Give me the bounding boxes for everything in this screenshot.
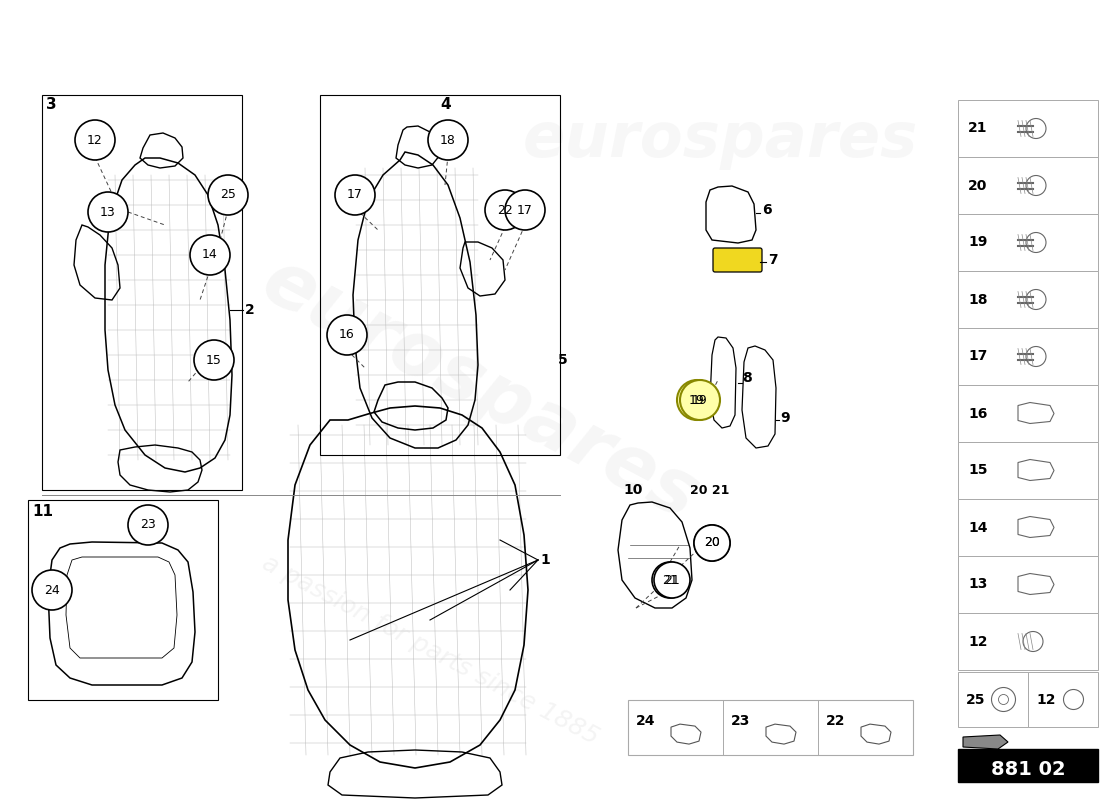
- Text: 14: 14: [202, 249, 218, 262]
- Circle shape: [194, 340, 234, 380]
- Bar: [958, 749, 1098, 782]
- Circle shape: [680, 380, 720, 420]
- Text: 21: 21: [664, 574, 680, 586]
- Text: 18: 18: [440, 134, 455, 146]
- Text: 13: 13: [968, 578, 988, 591]
- Circle shape: [32, 570, 72, 610]
- Text: 7: 7: [768, 253, 778, 267]
- Circle shape: [128, 505, 168, 545]
- Circle shape: [694, 525, 730, 561]
- Bar: [958, 613, 1098, 670]
- Circle shape: [327, 315, 367, 355]
- Circle shape: [336, 175, 375, 215]
- Text: 19: 19: [692, 394, 708, 406]
- Text: eurospares: eurospares: [250, 244, 711, 536]
- Circle shape: [75, 120, 116, 160]
- Text: 21: 21: [662, 574, 678, 586]
- Text: 19: 19: [689, 394, 705, 406]
- Bar: [958, 157, 1098, 214]
- Circle shape: [208, 175, 248, 215]
- Bar: [958, 672, 1028, 727]
- Text: 22: 22: [826, 714, 846, 728]
- Text: 25: 25: [220, 189, 235, 202]
- Text: 15: 15: [968, 463, 988, 478]
- Bar: [958, 100, 1098, 157]
- Text: 9: 9: [780, 411, 790, 425]
- Text: 8: 8: [742, 371, 751, 385]
- Polygon shape: [962, 735, 1008, 749]
- Text: 24: 24: [44, 583, 59, 597]
- Bar: [958, 328, 1098, 385]
- Text: 10: 10: [623, 483, 642, 497]
- Text: 20 21: 20 21: [690, 483, 729, 497]
- Bar: [958, 442, 1098, 499]
- Text: 12: 12: [968, 634, 988, 649]
- Text: 12: 12: [1036, 693, 1056, 706]
- Bar: [320, 95, 560, 455]
- Circle shape: [676, 380, 717, 420]
- Circle shape: [485, 190, 525, 230]
- Bar: [1028, 672, 1098, 727]
- FancyBboxPatch shape: [713, 248, 762, 272]
- Bar: [958, 499, 1098, 556]
- Text: 1: 1: [540, 553, 550, 567]
- Text: 23: 23: [732, 714, 750, 728]
- Bar: [958, 214, 1098, 271]
- Text: a passion for parts since 1885: a passion for parts since 1885: [257, 550, 603, 750]
- Text: 12: 12: [87, 134, 103, 146]
- Text: 17: 17: [517, 203, 532, 217]
- Text: 14: 14: [968, 521, 988, 534]
- Text: 6: 6: [762, 203, 771, 217]
- Text: eurospares: eurospares: [522, 110, 917, 170]
- Text: 4: 4: [440, 97, 451, 112]
- Text: 17: 17: [968, 350, 988, 363]
- Text: 18: 18: [968, 293, 988, 306]
- Bar: [28, 500, 218, 700]
- Text: 13: 13: [100, 206, 116, 218]
- Bar: [42, 95, 242, 490]
- Text: 20: 20: [704, 537, 719, 550]
- Text: 16: 16: [339, 329, 355, 342]
- Text: 20: 20: [968, 178, 988, 193]
- Text: 20: 20: [704, 537, 719, 550]
- Text: 3: 3: [46, 97, 56, 112]
- Text: 15: 15: [206, 354, 222, 366]
- Text: 22: 22: [497, 203, 513, 217]
- Text: 2: 2: [245, 303, 255, 317]
- Bar: [958, 556, 1098, 613]
- Text: 23: 23: [140, 518, 156, 531]
- Text: 24: 24: [636, 714, 656, 728]
- Text: 5: 5: [558, 353, 568, 367]
- Bar: [628, 700, 913, 755]
- Text: 21: 21: [968, 122, 988, 135]
- Text: 25: 25: [966, 693, 986, 706]
- Circle shape: [428, 120, 468, 160]
- Circle shape: [654, 562, 690, 598]
- Text: 11: 11: [32, 504, 53, 519]
- Text: 881 02: 881 02: [991, 760, 1065, 779]
- Circle shape: [652, 562, 688, 598]
- Bar: [958, 271, 1098, 328]
- Bar: [958, 385, 1098, 442]
- Circle shape: [190, 235, 230, 275]
- Text: 17: 17: [348, 189, 363, 202]
- Text: 16: 16: [968, 406, 988, 421]
- Text: 19: 19: [968, 235, 988, 250]
- Circle shape: [694, 525, 730, 561]
- Circle shape: [505, 190, 544, 230]
- Circle shape: [88, 192, 128, 232]
